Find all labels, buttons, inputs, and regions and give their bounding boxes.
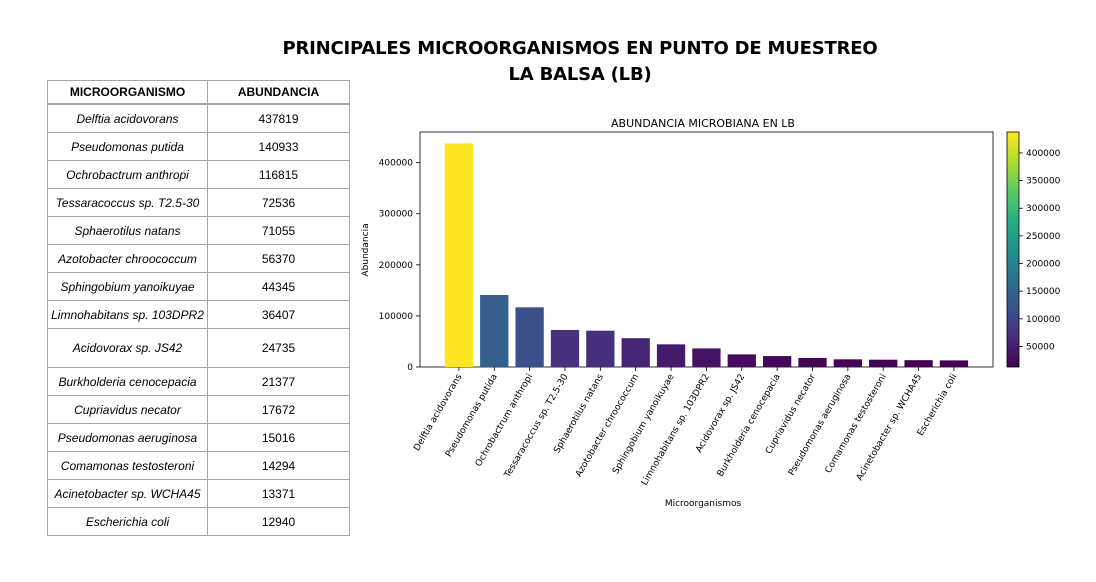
bar (904, 360, 933, 367)
organism-name: Tessaracoccus sp. T2.5-30 (47, 188, 208, 217)
bar (833, 359, 862, 367)
bar (656, 344, 686, 367)
organism-name: Escherichia coli (47, 507, 208, 536)
page-title-line-1: PRINCIPALES MICROORGANISMOS EN PUNTO DE … (282, 38, 878, 59)
y-axis: 0 100000 200000 300000 400000 (379, 159, 420, 373)
organism-name: Sphaerotilus natans (47, 216, 208, 245)
chart-title: ABUNDANCIA MICROBIANA EN LB (611, 117, 795, 130)
bar (621, 338, 650, 367)
bar (444, 143, 474, 367)
organism-name: Burkholderia cenocepacia (47, 367, 208, 396)
y-tick-label: 100000 (379, 312, 414, 322)
table-row: Delftia acidovorans 437819 (47, 103, 350, 133)
table-row: Azotobacter chroococcum 56370 (47, 244, 350, 273)
table-header-row: MICROORGANISMO ABUNDANCIA (47, 80, 350, 105)
table-row: Cupriavidus necator 17672 (47, 395, 350, 424)
bar (762, 356, 792, 367)
y-tick-label: 0 (407, 363, 413, 373)
colorbar-tick-label: 200000 (1026, 260, 1061, 270)
table-row: Sphingobium yanoikuyae 44345 (47, 272, 350, 301)
organism-name: Comamonas testosteroni (47, 451, 208, 480)
organism-name: Pseudomonas putida (47, 132, 208, 161)
table-row: Escherichia coli 12940 (47, 507, 350, 536)
x-tick-label: Acinetobacter sp. WCHA45 (855, 373, 924, 483)
x-tick-label: Tessaracoccus sp. T2.5-30 (502, 372, 570, 480)
table-row: Comamonas testosteroni 14294 (47, 451, 350, 480)
organism-name: Cupriavidus necator (47, 395, 208, 424)
abundance-value: 140933 (207, 132, 350, 161)
abundance-table: MICROORGANISMO ABUNDANCIA Delftia acidov… (47, 80, 350, 536)
organism-name: Pseudomonas aeruginosa (47, 423, 208, 452)
abundance-value: 116815 (207, 160, 350, 189)
organism-name: Acinetobacter sp. WCHA45 (47, 479, 208, 508)
abundance-value: 71055 (207, 216, 350, 245)
abundance-value: 72536 (207, 188, 350, 217)
abundance-value: 17672 (207, 395, 350, 424)
colorbar-tick-label: 50000 (1026, 343, 1055, 353)
table-row: Acidovorax sp. JS42 24735 (47, 328, 350, 368)
bar (798, 357, 827, 367)
abundance-bar-chart: ABUNDANCIA MICROBIANA EN LB 0 100000 20000… (361, 117, 1061, 509)
x-tick-label: Comamonas testosteroni (824, 373, 889, 476)
abundance-value: 14294 (207, 451, 350, 480)
x-axis-label: Microorganismos (665, 499, 742, 509)
bar (869, 359, 898, 367)
bar (515, 307, 544, 367)
y-axis-label: Abundancia (361, 223, 371, 276)
bar (692, 348, 721, 367)
table-row: Pseudomonas aeruginosa 15016 (47, 423, 350, 452)
x-tick-label: Sphingobium yanoikuyae (611, 372, 677, 476)
bar (727, 354, 756, 367)
bar (480, 295, 509, 367)
table-row: Limnohabitans sp. 103DPR2 36407 (47, 300, 350, 329)
bar (939, 360, 969, 367)
bar (586, 330, 615, 367)
organism-name: Limnohabitans sp. 103DPR2 (47, 300, 208, 329)
colorbar-tick-label: 300000 (1026, 204, 1061, 214)
x-tick-label: Limnohabitans sp. 103DPR2 (640, 373, 712, 488)
abundance-value: 437819 (207, 103, 350, 133)
colorbar-tick-label: 250000 (1026, 232, 1061, 242)
table-row: Ochrobactrum anthropi 116815 (47, 160, 350, 189)
header-microorganismo: MICROORGANISMO (47, 80, 208, 105)
colorbar-axis: 50000 100000 150000 200000 250000 300000 35000… (1019, 149, 1061, 353)
abundance-value: 36407 (207, 300, 350, 329)
x-tick-label: Burkholderia cenocepacia (716, 373, 783, 479)
organism-name: Delftia acidovorans (47, 103, 208, 133)
colorbar-tick-label: 400000 (1026, 149, 1061, 159)
page-title-line-2: LA BALSA (LB) (508, 64, 652, 85)
organism-name: Ochrobactrum anthropi (47, 160, 208, 189)
abundance-value: 21377 (207, 367, 350, 396)
y-tick-label: 200000 (379, 261, 414, 271)
abundance-value: 13371 (207, 479, 350, 508)
bar-series (444, 143, 969, 367)
abundance-value: 24735 (207, 328, 350, 368)
header-abundancia: ABUNDANCIA (207, 80, 350, 105)
table-row: Burkholderia cenocepacia 21377 (47, 367, 350, 396)
table-row: Acinetobacter sp. WCHA45 13371 (47, 479, 350, 508)
x-tick-label: Escherichia coli (916, 373, 960, 438)
x-tick-label: Azotobacter chroococcum (574, 373, 641, 480)
page-title: PRINCIPALES MICROORGANISMOS EN PUNTO DE … (180, 36, 980, 88)
organism-name: Azotobacter chroococcum (47, 244, 208, 273)
table-row: Sphaerotilus natans 71055 (47, 216, 350, 245)
abundance-value: 12940 (207, 507, 350, 536)
abundance-value: 44345 (207, 272, 350, 301)
y-tick-label: 300000 (379, 210, 414, 220)
x-tick-label: Pseudomonas aeruginosa (787, 372, 853, 477)
abundance-value: 15016 (207, 423, 350, 452)
colorbar (1006, 131, 1020, 368)
colorbar-tick-label: 350000 (1026, 177, 1061, 187)
table-row: Tessaracoccus sp. T2.5-30 72536 (47, 188, 350, 217)
abundance-value: 56370 (207, 244, 350, 273)
bar (550, 329, 580, 367)
organism-name: Sphingobium yanoikuyae (47, 272, 208, 301)
table-row: Pseudomonas putida 140933 (47, 132, 350, 161)
y-tick-label: 400000 (379, 159, 414, 169)
organism-name: Acidovorax sp. JS42 (47, 328, 208, 368)
colorbar-tick-label: 100000 (1026, 315, 1061, 325)
colorbar-tick-label: 150000 (1026, 287, 1061, 297)
